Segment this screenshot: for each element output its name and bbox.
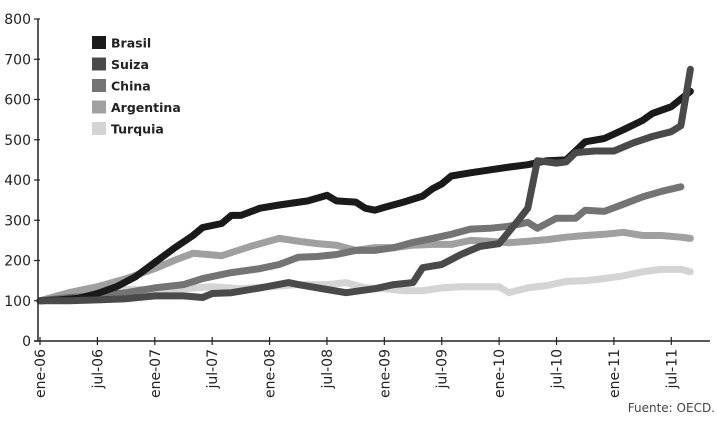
x-tick-label: jul-06 [90, 349, 106, 390]
y-axis-ticks: 0 100 200 300 400 500 600 700 800 [4, 12, 40, 350]
x-tick-label: ene-06 [33, 349, 49, 398]
x-tick-label: ene-08 [263, 349, 279, 398]
x-tick-label: ene-07 [148, 349, 164, 398]
legend-label-argentina: Argentina [111, 100, 181, 115]
legend-swatch-suiza [92, 57, 106, 71]
x-tick-label: jul-08 [320, 349, 336, 390]
y-tick-label: 100 [4, 294, 31, 310]
legend-swatch-turquia [92, 122, 106, 135]
legend-swatch-brasil [92, 36, 106, 49]
legend-label-suiza: Suiza [111, 57, 149, 72]
y-tick-label: 600 [4, 93, 31, 109]
x-axis-ticks: ene-06 jul-06 ene-07 jul-07 ene-08 jul-08 ene-… [33, 337, 680, 398]
y-tick-label: 200 [4, 254, 31, 270]
legend-swatch-china [92, 79, 106, 92]
legend-label-turquia: Turquia [111, 122, 164, 137]
y-tick-label: 500 [4, 133, 31, 149]
x-tick-label: ene-11 [607, 349, 623, 398]
legend-label-brasil: Brasil [111, 36, 151, 51]
source-note: Fuente: OECD. [627, 401, 715, 415]
y-tick-label: 800 [4, 12, 31, 28]
x-tick-label: jul-09 [435, 349, 451, 390]
series-line-china [36, 183, 685, 305]
y-tick-label: 400 [4, 173, 31, 189]
y-tick-label: 0 [22, 334, 31, 350]
x-tick-label: ene-10 [492, 349, 508, 398]
series-line-turquia [36, 265, 694, 305]
x-tick-label: ene-09 [377, 349, 393, 398]
series-lines [36, 65, 694, 305]
legend-swatch-argentina [92, 100, 106, 114]
y-tick-label: 300 [4, 213, 31, 229]
legend-label-china: China [111, 79, 151, 94]
legend: Brasil Suiza China Argentina Turquia [92, 36, 181, 137]
y-tick-label: 700 [4, 52, 31, 68]
x-tick-label: jul-07 [205, 349, 221, 390]
series-line-suiza [36, 65, 694, 305]
x-tick-label: jul-10 [550, 349, 566, 390]
x-tick-label: jul-11 [664, 349, 680, 390]
axes [34, 19, 710, 342]
